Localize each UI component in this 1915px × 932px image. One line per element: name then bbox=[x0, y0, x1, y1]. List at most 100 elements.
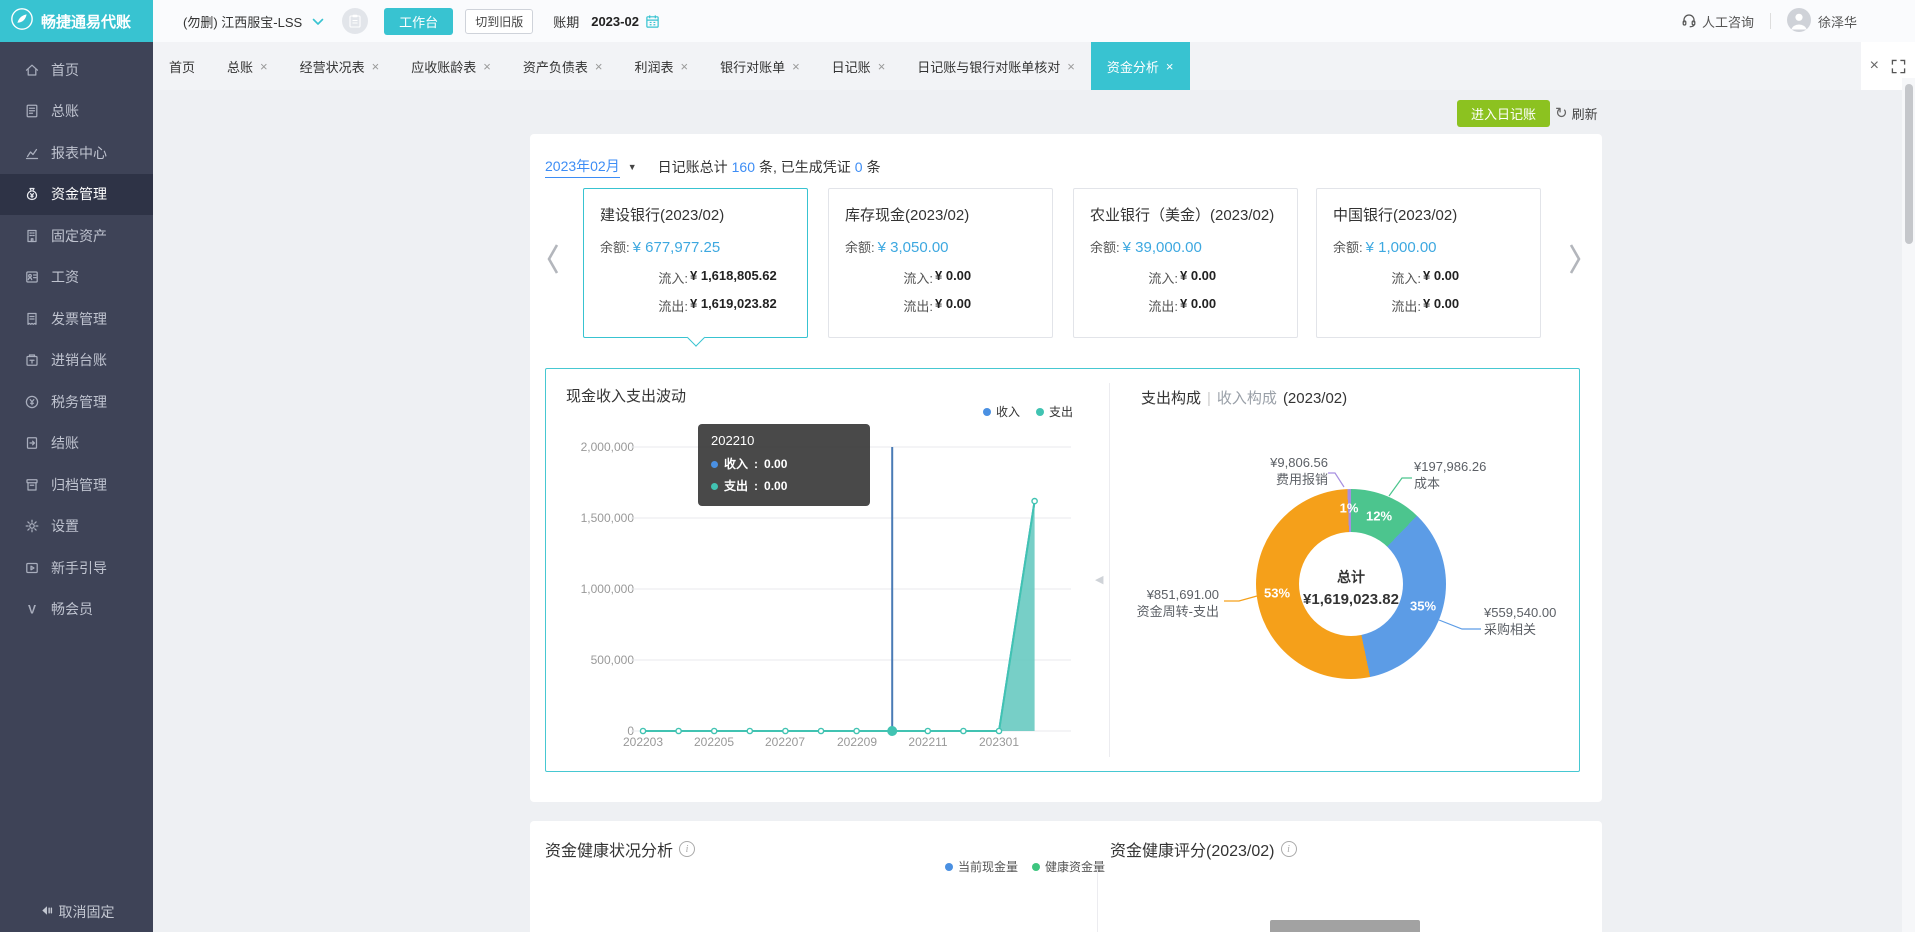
sidebar-nav: 首页 总账 报表中心 资金管理 固定资产 工资 bbox=[0, 49, 153, 630]
close-tab-icon[interactable]: × bbox=[792, 58, 800, 74]
tab-operating-status[interactable]: 经营状况表 × bbox=[299, 58, 380, 75]
sidebar-item-label: 首页 bbox=[51, 61, 79, 78]
tab-journal[interactable]: 日记账 × bbox=[831, 58, 886, 75]
donut-chart[interactable] bbox=[1256, 489, 1446, 679]
sidebar-item-settings[interactable]: 设置 bbox=[0, 506, 153, 548]
inflow-value: ¥ 0.00 bbox=[935, 268, 972, 283]
chart-tooltip: 202210 收入:0.00 支出:0.00 bbox=[698, 424, 870, 507]
slice-pct-turnover: 53% bbox=[1263, 585, 1291, 601]
support-link[interactable]: 人工咨询 bbox=[1681, 12, 1754, 31]
carousel-next-button[interactable] bbox=[1562, 238, 1588, 280]
support-label: 人工咨询 bbox=[1701, 14, 1754, 30]
x-tick: 202205 bbox=[693, 735, 735, 749]
refresh-icon: ↻ bbox=[1555, 105, 1568, 122]
account-card-boc[interactable]: 中国银行(2023/02) 余额: ¥ 1,000.00 流入: ¥ 0.00 流出… bbox=[1316, 188, 1541, 338]
income-dot bbox=[983, 407, 991, 416]
clipboard-button[interactable] bbox=[342, 8, 369, 34]
close-tab-icon[interactable]: × bbox=[260, 58, 268, 74]
info-icon[interactable]: i bbox=[679, 841, 696, 857]
sidebar-item-home[interactable]: 首页 bbox=[0, 49, 153, 91]
sidebar-item-invoice[interactable]: 发票管理 bbox=[0, 298, 153, 340]
sidebar-item-closing[interactable]: 结账 bbox=[0, 423, 153, 465]
unpin-sidebar-button[interactable]: 取消固定 bbox=[0, 902, 153, 922]
dropdown-caret-icon[interactable]: ▼ bbox=[627, 162, 637, 172]
workbench-button[interactable]: 工作台 bbox=[384, 7, 454, 35]
income-composition-tab[interactable]: 收入构成 bbox=[1216, 390, 1277, 407]
donut-center-total: 总计 ¥1,619,023.82 bbox=[1303, 569, 1399, 608]
topbar: (勿删) 江西服宝-LSS 工作台 切到旧版 账期 2023-02 人工咨询 徐… bbox=[153, 0, 1915, 42]
legend-healthy-cash[interactable]: 健康资金量 bbox=[1032, 858, 1105, 875]
account-card-cash[interactable]: 库存现金(2023/02) 余额: ¥ 3,050.00 流入: ¥ 0.00 流出… bbox=[828, 188, 1053, 338]
divider-collapse-icon[interactable]: ◀ bbox=[1095, 574, 1104, 586]
tab-journal-bank-check[interactable]: 日记账与银行对账单核对 × bbox=[917, 58, 1075, 75]
report-chart-icon bbox=[24, 145, 40, 161]
sidebar-item-salary[interactable]: 工资 bbox=[0, 257, 153, 299]
line-chart-legend: 收入 支出 bbox=[983, 403, 1073, 420]
user-menu[interactable]: 徐泽华 bbox=[1786, 7, 1857, 35]
close-all-tabs-icon[interactable]: × bbox=[1869, 57, 1879, 74]
legend-current-cash[interactable]: 当前现金量 bbox=[945, 858, 1018, 875]
sidebar-item-membership[interactable]: V 畅会员 bbox=[0, 589, 153, 631]
sidebar-item-fixed-assets[interactable]: 固定资产 bbox=[0, 215, 153, 257]
sidebar-item-general-ledger[interactable]: 总账 bbox=[0, 91, 153, 133]
funds-overview-panel: 2023年02月 ▼ 日记账总计 160 条, 已生成凭证 0 条 建设银行(2… bbox=[530, 134, 1602, 802]
balance-value: ¥ 3,050.00 bbox=[877, 239, 949, 256]
tab-receivable-aging[interactable]: 应收账龄表 × bbox=[411, 58, 491, 75]
legend-expense[interactable]: 支出 bbox=[1036, 403, 1073, 420]
calendar-icon[interactable] bbox=[645, 14, 660, 29]
avatar bbox=[1786, 7, 1811, 35]
account-card-ccb[interactable]: 建设银行(2023/02) 余额: ¥ 677,977.25 流入: ¥ 1,618… bbox=[583, 188, 808, 347]
enter-journal-button[interactable]: 进入日记账 bbox=[1457, 100, 1551, 127]
sidebar-item-label: 工资 bbox=[51, 269, 79, 286]
sidebar-item-label: 发票管理 bbox=[51, 310, 107, 327]
fullscreen-icon[interactable] bbox=[1891, 59, 1906, 74]
sidebar-item-tax[interactable]: 税务管理 bbox=[0, 381, 153, 423]
donut-hole bbox=[1299, 532, 1403, 636]
main-content: 进入日记账 ↻ 刷新 2023年02月 ▼ 日记账总计 160 条, 已生成凭证… bbox=[153, 90, 1915, 932]
tab-funds-analysis[interactable]: 资金分析 × bbox=[1090, 42, 1190, 90]
sidebar-item-label: 进销台账 bbox=[51, 352, 107, 369]
sidebar-item-archive[interactable]: 归档管理 bbox=[0, 464, 153, 506]
divider bbox=[1769, 13, 1771, 29]
tab-home[interactable]: 首页 bbox=[169, 59, 196, 75]
tab-profit-statement[interactable]: 利润表 × bbox=[634, 58, 689, 75]
chart-divider bbox=[1109, 383, 1110, 757]
sidebar-item-funds-management[interactable]: 资金管理 bbox=[0, 173, 153, 215]
carousel-prev-button[interactable] bbox=[540, 238, 566, 280]
close-tab-icon[interactable]: × bbox=[1067, 58, 1075, 74]
sidebar-item-purchase-sales[interactable]: 进销台账 bbox=[0, 340, 153, 382]
panel-divider bbox=[1097, 869, 1098, 932]
tab-general-ledger[interactable]: 总账 × bbox=[227, 58, 268, 75]
collapse-left-icon bbox=[39, 903, 54, 921]
account-card-abc-usd[interactable]: 农业银行（美金）(2023/02) 余额: ¥ 39,000.00 流入: ¥ 0.… bbox=[1073, 188, 1298, 338]
legend-income[interactable]: 收入 bbox=[983, 403, 1020, 420]
close-tab-icon[interactable]: × bbox=[483, 58, 491, 74]
switch-old-version-button[interactable]: 切到旧版 bbox=[465, 8, 534, 34]
inflow-value: ¥ 0.00 bbox=[1180, 268, 1217, 283]
sidebar-item-report-center[interactable]: 报表中心 bbox=[0, 132, 153, 174]
info-icon[interactable]: i bbox=[1280, 841, 1297, 857]
line-chart-title: 现金收入支出波动 bbox=[566, 388, 687, 405]
close-tab-icon[interactable]: × bbox=[680, 58, 689, 74]
scrollbar-thumb[interactable] bbox=[1905, 84, 1913, 244]
close-tab-icon[interactable]: × bbox=[1165, 58, 1174, 74]
sidebar-item-beginner-guide[interactable]: 新手引导 bbox=[0, 547, 153, 589]
inflow-value: ¥ 0.00 bbox=[1423, 268, 1460, 283]
company-selector[interactable]: (勿删) 江西服宝-LSS bbox=[183, 12, 324, 31]
close-tab-icon[interactable]: × bbox=[877, 58, 886, 74]
expense-composition-tab[interactable]: 支出构成 bbox=[1141, 390, 1202, 407]
journal-count: 160 bbox=[731, 159, 755, 175]
selected-card-notch bbox=[686, 328, 705, 347]
vip-member-icon: V bbox=[24, 601, 40, 617]
period-value[interactable]: 2023-02 bbox=[591, 13, 639, 29]
close-tab-icon[interactable]: × bbox=[594, 58, 603, 74]
tab-balance-sheet[interactable]: 资产负债表 × bbox=[522, 58, 603, 75]
close-tab-icon[interactable]: × bbox=[371, 58, 380, 74]
sidebar-item-label: 报表中心 bbox=[51, 144, 107, 161]
tab-bank-statement[interactable]: 银行对账单 × bbox=[720, 58, 800, 75]
funds-health-panel: 资金健康状况分析 i 当前现金量 健康资金量 资金健康评分(2023/02) i bbox=[530, 821, 1602, 932]
tabbar: 首页 总账 × 经营状况表 × 应收账龄表 × 资产负债表 × 利润表 × 银行对账单 × … bbox=[153, 42, 1915, 90]
refresh-button[interactable]: ↻ 刷新 bbox=[1555, 105, 1598, 122]
month-selector[interactable]: 2023年02月 bbox=[545, 156, 620, 178]
